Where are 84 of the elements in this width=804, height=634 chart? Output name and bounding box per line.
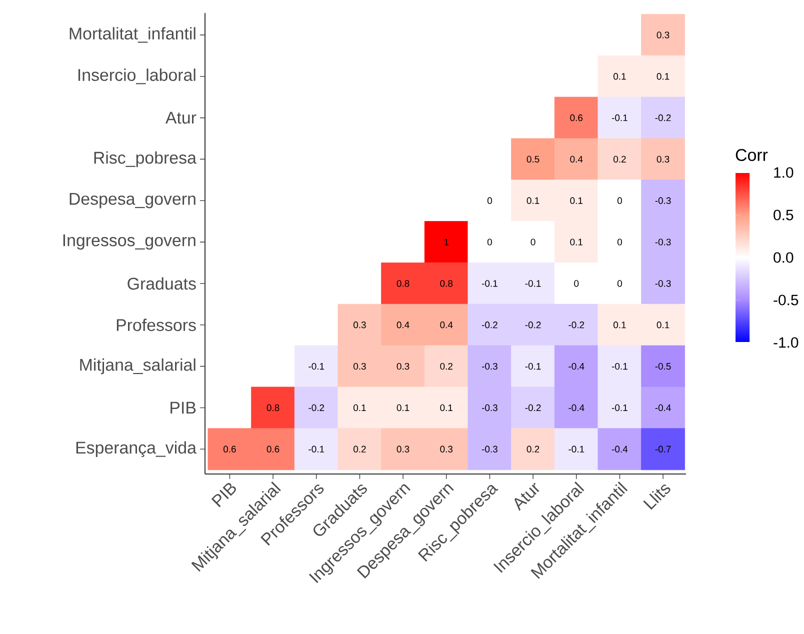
data-label: 1 (444, 238, 449, 246)
data-label: 0.1 (614, 73, 626, 80)
data-label: 0.8 (440, 280, 453, 287)
data-label: -0.3 (482, 362, 498, 370)
data-label: -0.3 (655, 280, 671, 287)
x-tick-label: Llits (643, 484, 670, 510)
data-label: 0.3 (656, 32, 670, 38)
data-label: 0.6 (266, 446, 280, 452)
data-label: -0.1 (308, 362, 324, 370)
y-tick-label: Insercio_laboral (78, 68, 196, 84)
data-label: -0.4 (655, 404, 671, 412)
color-bar-label: -0.5 (774, 294, 798, 306)
data-label: 0.1 (656, 73, 670, 80)
data-label: 0.6 (570, 114, 583, 122)
data-label: 0 (617, 197, 622, 204)
data-label: -0.2 (525, 322, 541, 328)
data-label: -0.1 (482, 280, 498, 287)
color-bar-label: -1.0 (774, 337, 798, 348)
data-label: 0.1 (396, 404, 410, 412)
data-label: -0.1 (612, 114, 628, 122)
color-bar-label: 1.0 (774, 167, 794, 178)
data-label: 0.3 (396, 446, 410, 452)
data-label: 0 (574, 280, 579, 287)
data-label: 0.3 (354, 322, 366, 328)
data-label: -0.3 (482, 404, 498, 412)
data-label: -0.1 (612, 362, 628, 370)
data-label: -0.4 (612, 446, 628, 452)
data-label: -0.3 (482, 446, 498, 452)
y-tick-label: Atur (165, 112, 196, 124)
data-label: 0 (487, 197, 492, 204)
data-label: -0.4 (568, 362, 584, 370)
y-tick-label: Ingressos_govern (63, 234, 196, 250)
data-label: -0.2 (525, 404, 541, 412)
data-label: 0.8 (396, 280, 410, 287)
data-label: 0.1 (570, 197, 582, 204)
data-label: 0.5 (526, 156, 540, 163)
color-bar-title: Corr (736, 149, 768, 162)
data-label: -0.1 (612, 404, 628, 412)
y-tick-label: Mortalitat_infantil (70, 27, 196, 43)
data-label: -0.1 (525, 362, 541, 370)
data-label: -0.2 (568, 322, 584, 328)
color-bar-label: 0.0 (774, 252, 794, 263)
data-label: 0.4 (396, 322, 410, 328)
data-label: -0.2 (482, 322, 498, 328)
data-label: 0.8 (266, 404, 280, 412)
data-label: 0.4 (440, 322, 453, 328)
y-tick-label: Professors (116, 318, 196, 332)
data-label: -0.5 (655, 362, 671, 370)
data-label: 0.1 (656, 322, 670, 328)
data-label: -0.7 (655, 446, 671, 452)
data-label: 0.3 (440, 446, 453, 452)
data-label: 0.1 (354, 404, 366, 412)
data-label: 0.3 (656, 156, 670, 163)
data-label: -0.3 (655, 197, 671, 204)
data-label: 0.2 (614, 156, 626, 163)
data-label: 0.6 (224, 446, 236, 452)
data-label: -0.2 (655, 114, 671, 122)
y-tick-label: PIB (170, 402, 196, 414)
data-label: 0 (530, 238, 536, 246)
data-label: -0.1 (525, 280, 541, 287)
data-label: 0 (617, 238, 622, 246)
data-label: 0.2 (526, 446, 540, 452)
data-label: -0.2 (308, 404, 324, 412)
y-tick-label: Esperança_vida (76, 441, 196, 458)
data-label: 0.3 (396, 362, 410, 370)
y-tick-label: Graduats (128, 277, 196, 290)
data-label: -0.3 (655, 238, 671, 246)
y-tick-label: Risc_pobresa (94, 151, 196, 168)
data-label: -0.1 (568, 446, 584, 452)
y-tick-label: Despesa_govern (70, 193, 196, 208)
data-label: 0.1 (440, 404, 452, 412)
data-label: 0.3 (354, 362, 366, 370)
data-label: 0.4 (570, 156, 583, 163)
data-label: -0.4 (568, 404, 584, 412)
data-label: -0.1 (308, 446, 324, 452)
data-label: 0 (617, 280, 622, 287)
data-label: 0.1 (614, 322, 626, 328)
data-label: 0.1 (526, 197, 540, 204)
data-label: 0.2 (440, 362, 452, 370)
data-label: 0.2 (354, 446, 366, 452)
data-label: 0.1 (570, 238, 582, 246)
y-tick-label: Mitjana_salarial (80, 358, 196, 374)
data-label: 0 (487, 238, 492, 246)
color-bar-label: 0.5 (774, 210, 794, 220)
